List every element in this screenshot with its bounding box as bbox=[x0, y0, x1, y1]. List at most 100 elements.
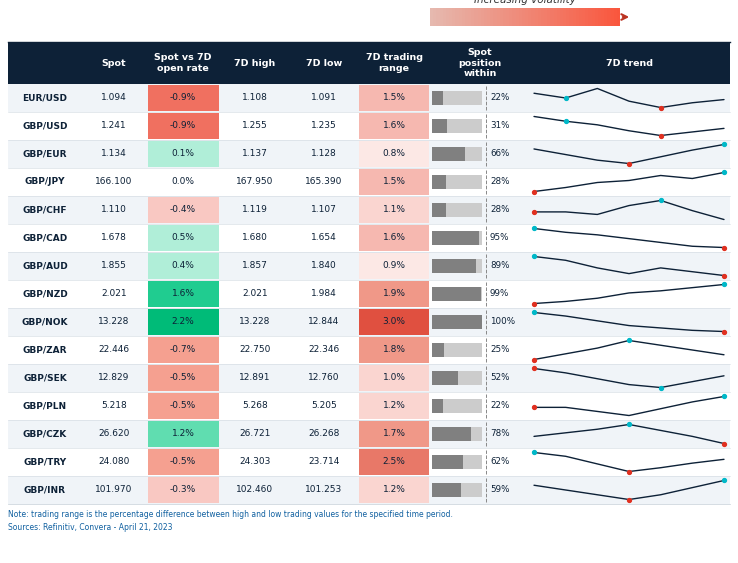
Text: 1.857: 1.857 bbox=[242, 261, 268, 270]
Bar bbox=[359, 85, 429, 111]
Bar bbox=[148, 141, 219, 167]
Bar bbox=[432, 455, 482, 470]
Bar bbox=[359, 169, 429, 195]
Bar bbox=[359, 309, 429, 335]
Bar bbox=[440, 8, 443, 26]
Text: 95%: 95% bbox=[490, 234, 509, 243]
Bar bbox=[563, 8, 567, 26]
Bar bbox=[148, 253, 219, 279]
Text: GBP/CAD: GBP/CAD bbox=[22, 234, 68, 243]
Text: 1.137: 1.137 bbox=[242, 150, 268, 159]
Bar bbox=[432, 370, 458, 385]
Text: 66%: 66% bbox=[490, 150, 509, 159]
Bar bbox=[432, 147, 482, 161]
Text: 2.021: 2.021 bbox=[242, 289, 268, 298]
Text: -0.9%: -0.9% bbox=[170, 122, 196, 131]
Text: 5.218: 5.218 bbox=[101, 401, 127, 410]
Bar bbox=[604, 8, 608, 26]
Text: GBP/CHF: GBP/CHF bbox=[23, 205, 67, 215]
Bar bbox=[148, 113, 219, 139]
Bar bbox=[432, 231, 480, 245]
Text: 1.2%: 1.2% bbox=[382, 401, 405, 410]
Bar bbox=[573, 8, 576, 26]
Text: -0.4%: -0.4% bbox=[170, 205, 196, 215]
Bar bbox=[359, 141, 429, 167]
Bar bbox=[8, 420, 730, 448]
Bar bbox=[359, 449, 429, 475]
Bar bbox=[432, 259, 477, 273]
Text: 5.205: 5.205 bbox=[311, 401, 337, 410]
Bar bbox=[432, 343, 482, 358]
Text: Spot vs 7D
open rate: Spot vs 7D open rate bbox=[154, 53, 212, 73]
Text: 1.840: 1.840 bbox=[311, 261, 337, 270]
Text: GBP/PLN: GBP/PLN bbox=[23, 401, 67, 410]
Text: -0.5%: -0.5% bbox=[170, 401, 196, 410]
Bar bbox=[588, 8, 592, 26]
Bar bbox=[487, 8, 491, 26]
Bar bbox=[359, 281, 429, 307]
Text: 101.253: 101.253 bbox=[306, 485, 342, 494]
Text: 7D trend: 7D trend bbox=[607, 59, 654, 68]
Bar bbox=[8, 336, 730, 364]
Bar bbox=[8, 112, 730, 140]
Text: 166.100: 166.100 bbox=[95, 177, 133, 186]
Bar bbox=[148, 85, 219, 111]
Bar bbox=[560, 8, 564, 26]
Text: 1.6%: 1.6% bbox=[382, 234, 405, 243]
Bar bbox=[455, 8, 459, 26]
Bar bbox=[432, 175, 482, 189]
Text: GBP/ZAR: GBP/ZAR bbox=[23, 346, 67, 355]
Bar bbox=[432, 259, 482, 273]
Bar bbox=[484, 8, 488, 26]
Text: 3.0%: 3.0% bbox=[382, 318, 405, 327]
Bar bbox=[509, 8, 513, 26]
Text: 1.2%: 1.2% bbox=[171, 430, 194, 439]
Bar bbox=[525, 8, 528, 26]
Text: 1.2%: 1.2% bbox=[382, 485, 405, 494]
Text: 22.346: 22.346 bbox=[308, 346, 339, 355]
Bar bbox=[8, 280, 730, 308]
Bar bbox=[359, 337, 429, 363]
Text: 1.9%: 1.9% bbox=[382, 289, 405, 298]
Bar bbox=[607, 8, 611, 26]
Bar bbox=[519, 8, 523, 26]
Bar bbox=[8, 448, 730, 476]
Text: 1.6%: 1.6% bbox=[382, 122, 405, 131]
Bar bbox=[8, 252, 730, 280]
Text: 22.446: 22.446 bbox=[98, 346, 130, 355]
Text: 12.760: 12.760 bbox=[308, 373, 339, 382]
Bar bbox=[432, 482, 461, 497]
Bar bbox=[601, 8, 604, 26]
Bar bbox=[443, 8, 446, 26]
Text: 1.235: 1.235 bbox=[311, 122, 337, 131]
Bar bbox=[433, 8, 437, 26]
Bar bbox=[432, 203, 482, 217]
Bar bbox=[465, 8, 469, 26]
Bar bbox=[610, 8, 614, 26]
Text: 26.721: 26.721 bbox=[239, 430, 271, 439]
Bar bbox=[569, 8, 573, 26]
Text: 167.950: 167.950 bbox=[236, 177, 274, 186]
Text: 22%: 22% bbox=[490, 401, 509, 410]
Text: 101.970: 101.970 bbox=[95, 485, 133, 494]
Text: 12.891: 12.891 bbox=[239, 373, 271, 382]
Text: 0.5%: 0.5% bbox=[171, 234, 195, 243]
Text: 7D trading
range: 7D trading range bbox=[365, 53, 422, 73]
Bar bbox=[148, 309, 219, 335]
Bar bbox=[148, 197, 219, 223]
Bar bbox=[614, 8, 617, 26]
Text: 1.108: 1.108 bbox=[242, 93, 268, 102]
Text: 1.855: 1.855 bbox=[101, 261, 127, 270]
Bar bbox=[148, 365, 219, 391]
Text: Spot: Spot bbox=[102, 59, 126, 68]
Bar bbox=[579, 8, 582, 26]
Bar bbox=[436, 8, 440, 26]
Text: -0.3%: -0.3% bbox=[170, 485, 196, 494]
Text: 1.6%: 1.6% bbox=[171, 289, 195, 298]
Text: GBP/USD: GBP/USD bbox=[22, 122, 68, 131]
Text: 0.8%: 0.8% bbox=[382, 150, 405, 159]
Text: 1.128: 1.128 bbox=[311, 150, 337, 159]
Text: 2.5%: 2.5% bbox=[382, 458, 405, 467]
Bar bbox=[148, 281, 219, 307]
Bar bbox=[541, 8, 545, 26]
